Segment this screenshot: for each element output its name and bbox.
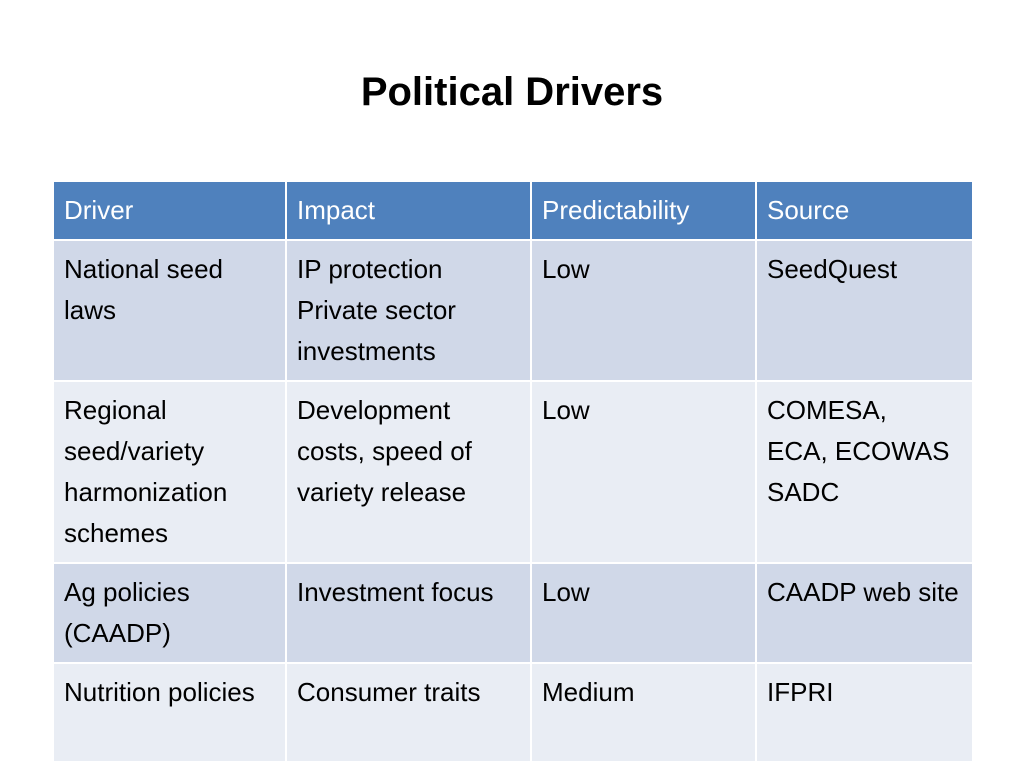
column-header: Driver — [52, 180, 287, 241]
table-row: Ag policies (CAADP) Investment focus Low CA… — [52, 562, 974, 664]
table-cell: Investment focus — [285, 562, 532, 664]
table-cell: Ag policies (CAADP) — [52, 562, 287, 664]
table-row: National seed laws IP protection Private … — [52, 239, 974, 382]
header-row: Driver Impact Predictability Source — [52, 180, 974, 241]
table-cell: Regional seed/variety harmonization sche… — [52, 380, 287, 564]
column-header: Impact — [285, 180, 532, 241]
table-cell: Nutrition policies — [52, 662, 287, 763]
table-cell: Development costs, speed of variety rele… — [285, 380, 532, 564]
table-cell: COMESA, ECA, ECOWAS SADC — [755, 380, 974, 564]
table-cell: National seed laws — [52, 239, 287, 382]
table-cell: Low — [530, 380, 757, 564]
table-cell: SeedQuest — [755, 239, 974, 382]
table-cell: Medium — [530, 662, 757, 763]
table-cell: Consumer traits — [285, 662, 532, 763]
slide-title: Political Drivers — [360, 70, 664, 114]
table-row: Regional seed/variety harmonization sche… — [52, 380, 974, 564]
column-header: Source — [755, 180, 974, 241]
table-row: Nutrition policies Consumer traits Medium I… — [52, 662, 974, 763]
table-cell: IFPRI — [755, 662, 974, 763]
column-header: Predictability — [530, 180, 757, 241]
table-cell: Low — [530, 562, 757, 664]
table-cell: Low — [530, 239, 757, 382]
table-cell: IP protection Private sector investments — [285, 239, 532, 382]
drivers-table: Driver Impact Predictability Source Nationa… — [52, 180, 974, 763]
table-cell: CAADP web site — [755, 562, 974, 664]
